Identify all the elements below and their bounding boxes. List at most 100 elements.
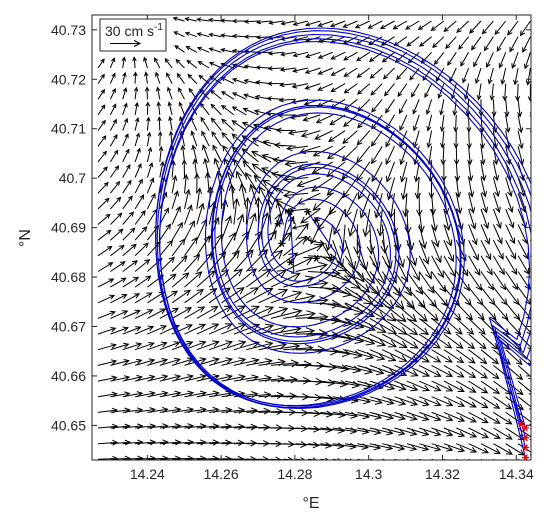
velocity-arrow [134,101,139,115]
velocity-arrow [122,195,133,210]
velocity-arrow [332,349,363,359]
velocity-arrow [517,130,524,150]
velocity-arrow [196,235,211,257]
velocity-arrow [356,161,371,182]
y-tick-label: 40.7 [59,170,86,186]
velocity-arrow [134,117,140,131]
velocity-arrow [158,145,164,162]
velocity-arrow [221,104,235,116]
velocity-arrow [417,208,425,234]
velocity-arrow [199,102,210,116]
velocity-arrow [406,396,430,407]
velocity-arrow [460,52,470,67]
velocity-arrow [468,193,476,214]
velocity-arrow [304,20,321,27]
velocity-arrow [356,240,369,272]
velocity-arrow [369,396,395,406]
velocity-arrow [134,275,152,288]
velocity-arrow [462,67,470,84]
velocity-arrow [97,375,118,382]
velocity-arrow [447,52,457,66]
velocity-arrow [530,365,531,367]
velocity-arrow [220,91,235,100]
scale-label: 30 cm s-1 [105,22,163,39]
velocity-arrow [157,116,162,131]
velocity-arrow [134,226,148,241]
velocity-arrow [312,145,333,157]
velocity-arrow [271,171,296,179]
velocity-arrow [453,146,460,166]
velocity-arrow [419,36,432,47]
velocity-arrow [147,358,169,366]
y-tick-label: 40.69 [51,220,86,236]
velocity-arrow [397,83,408,98]
velocity-arrow [369,333,397,348]
velocity-arrow [394,427,418,436]
velocity-arrow [196,423,220,430]
velocity-arrow [328,192,346,216]
velocity-arrow [431,443,454,452]
velocity-arrow [480,177,488,198]
velocity-arrow [369,364,396,376]
velocity-arrow [286,145,309,152]
velocity-arrow [220,77,235,85]
velocity-arrow [529,193,531,197]
velocity-arrow [159,357,181,366]
velocity-arrow [190,116,198,131]
velocity-arrow [406,443,430,452]
velocity-arrow [278,97,296,103]
velocity-arrow [385,161,395,183]
velocity-arrow [307,457,330,460]
velocity-arrow [356,130,371,146]
velocity-arrow [394,51,408,64]
velocity-arrow [110,228,124,241]
velocity-arrow [468,458,472,460]
velocity-arrow [492,255,505,276]
velocity-arrow [246,341,274,351]
velocity-arrow [246,306,275,319]
velocity-arrow [267,51,284,56]
velocity-arrow [310,224,321,245]
velocity-arrow [200,116,210,131]
velocity-arrow [159,223,172,241]
velocity-arrow [174,45,185,53]
velocity-arrow [530,396,531,398]
velocity-arrow [135,455,157,460]
velocity-arrow [97,310,116,319]
velocity-arrow [455,255,469,277]
velocity-arrow [208,287,231,304]
velocity-arrow [411,83,420,98]
velocity-arrow [381,333,408,349]
velocity-arrow [221,118,235,131]
velocity-arrow [122,227,136,241]
velocity-arrow [208,47,222,53]
velocity-arrow [97,150,107,163]
velocity-arrow [255,65,272,70]
velocity-arrow [480,208,490,230]
velocity-arrow [517,271,531,291]
velocity-arrow [329,20,346,28]
velocity-arrow [394,443,418,452]
velocity-arrow [221,250,240,272]
velocity-arrow [418,318,441,335]
velocity-arrow [515,83,521,102]
velocity-arrow [320,379,349,388]
velocity-arrow [480,396,501,409]
velocity-arrow [249,183,260,210]
velocity-arrow [156,101,162,115]
velocity-arrow [176,72,185,84]
velocity-arrow [398,99,408,115]
velocity-arrow [144,86,150,100]
velocity-arrow [110,375,131,382]
velocity-arrow [381,349,408,362]
velocity-arrow [344,192,358,218]
velocity-arrow [505,302,521,321]
velocity-arrow [468,364,488,379]
velocity-arrow [302,114,321,122]
velocity-arrow [343,67,358,77]
velocity-arrow [493,286,508,306]
velocity-arrow [171,272,190,288]
velocity-arrow [159,290,179,304]
start-marker [517,420,525,428]
velocity-arrow [480,193,489,214]
